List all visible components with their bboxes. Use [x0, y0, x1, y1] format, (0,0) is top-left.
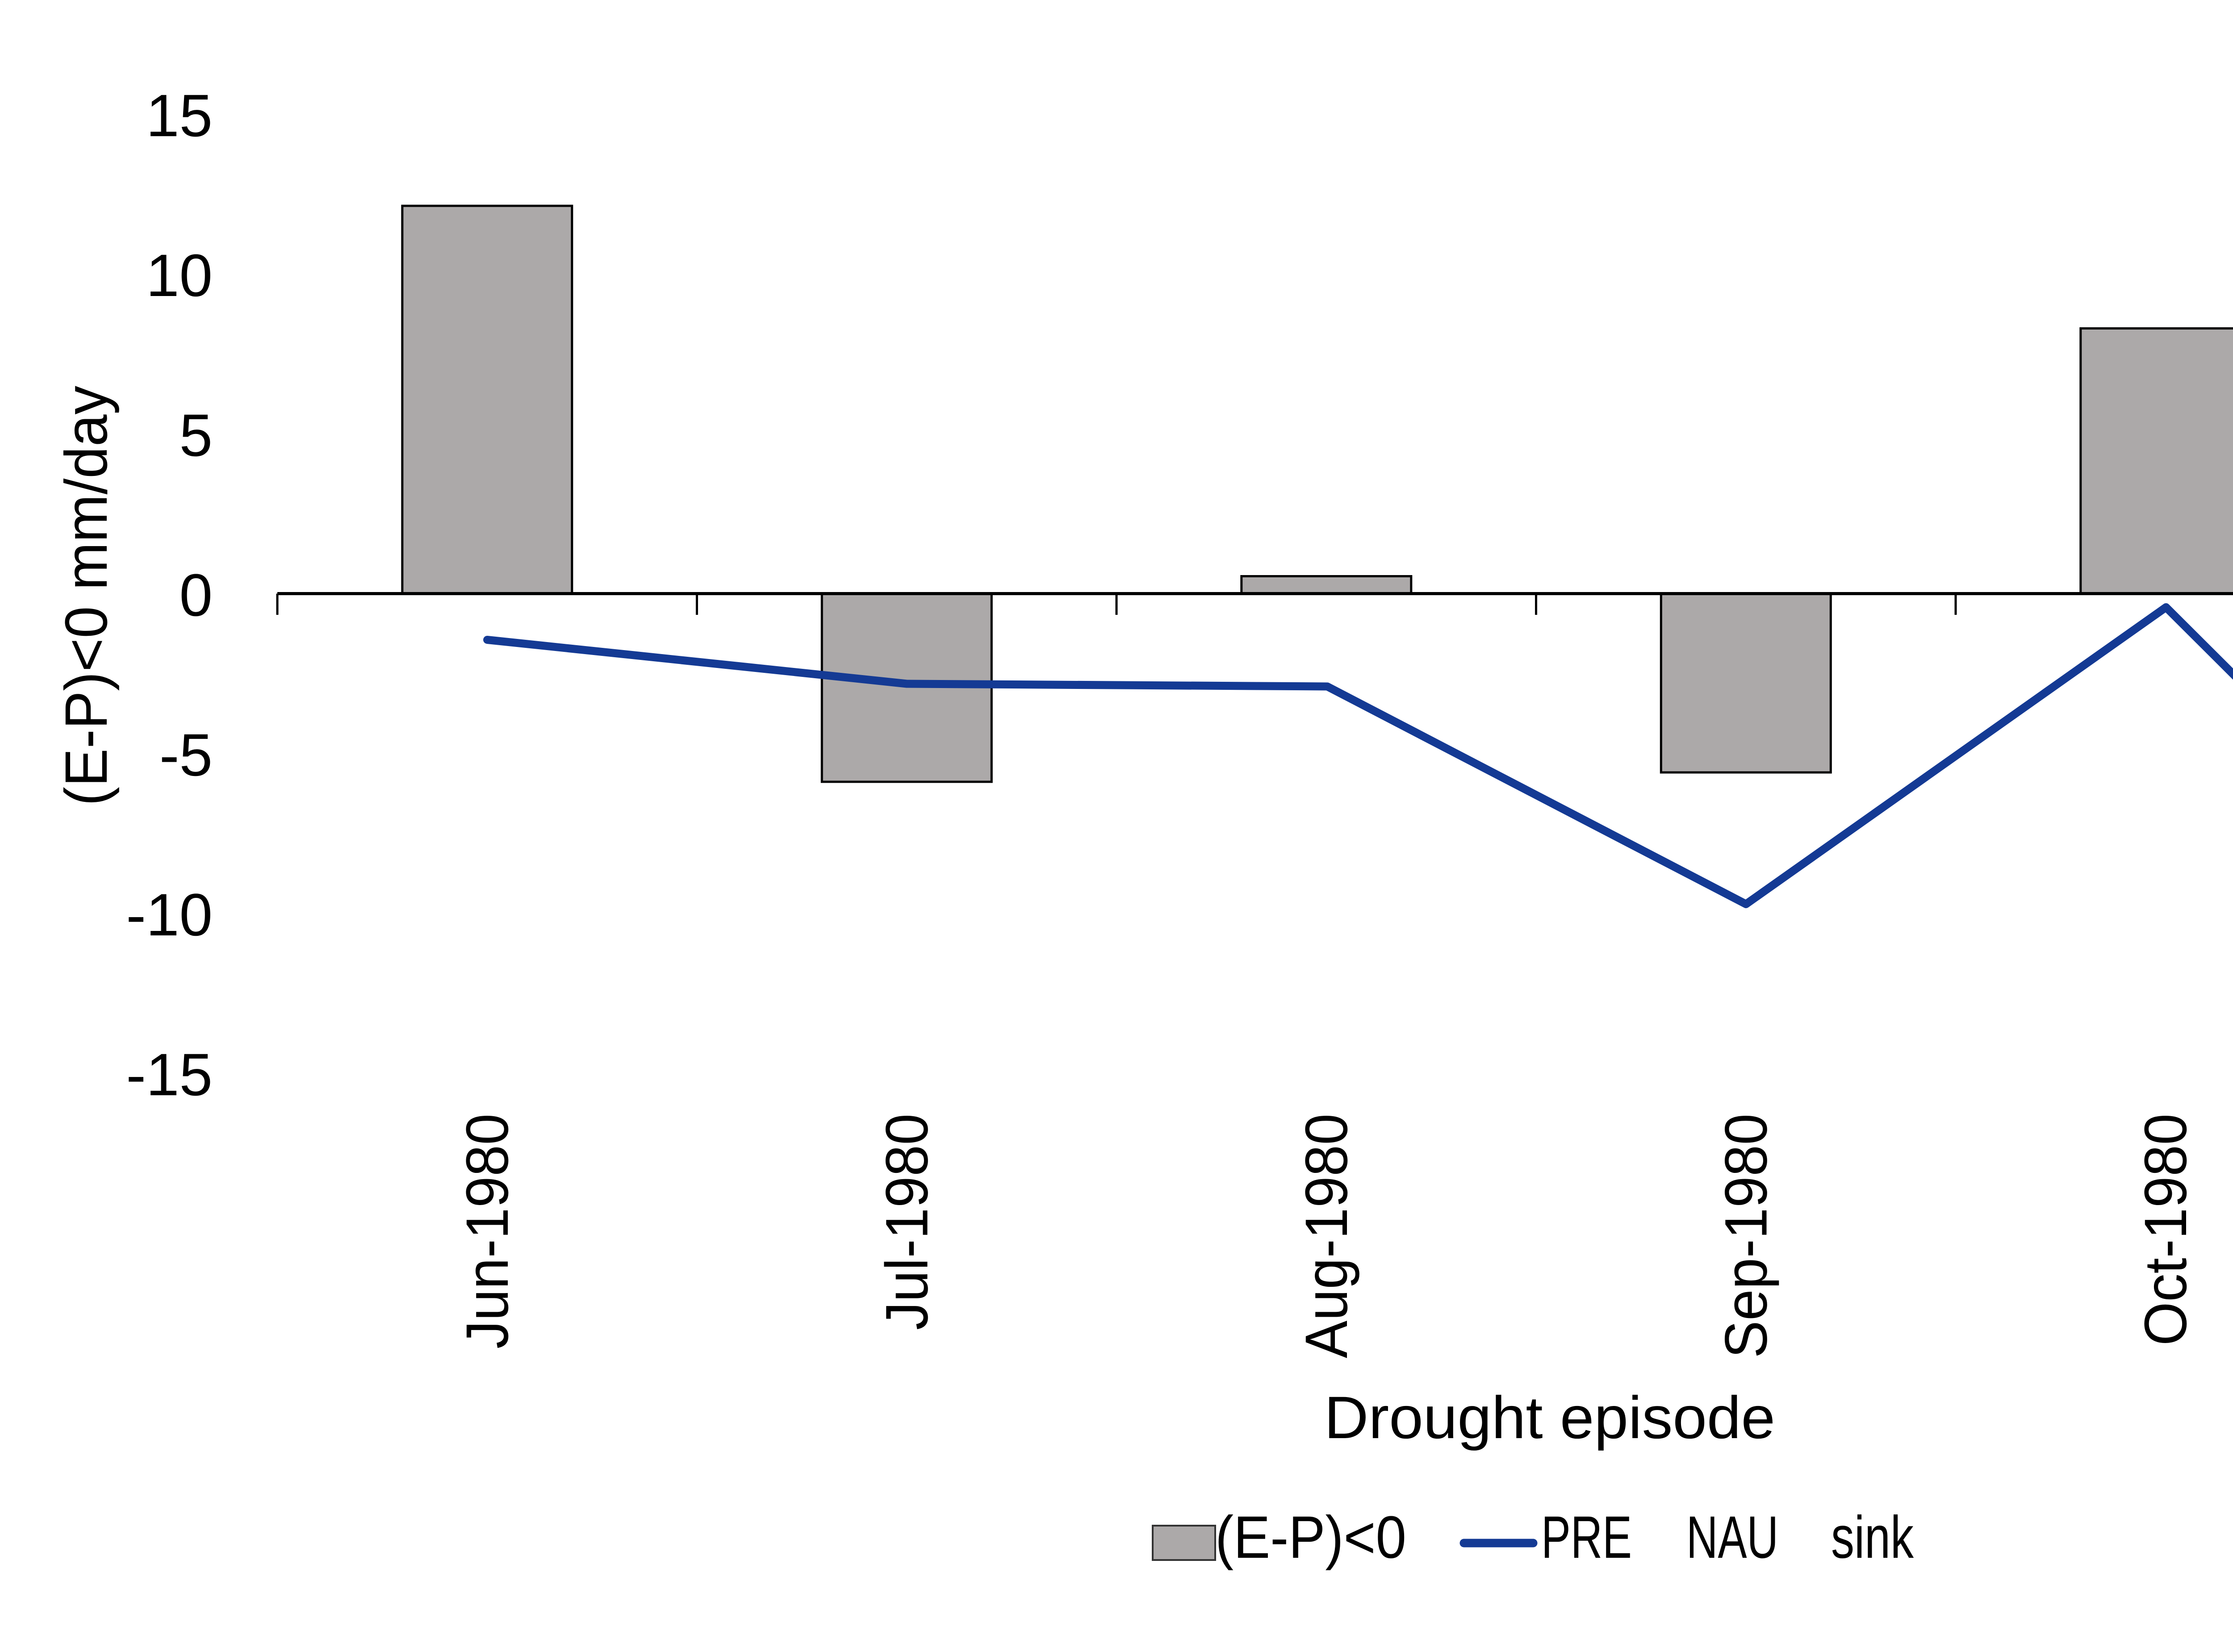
svg-text:Sep-1980: Sep-1980	[1713, 1114, 1780, 1358]
svg-text:Oct-1980: Oct-1980	[2133, 1114, 2199, 1346]
svg-text:Drought episode: Drought episode	[1324, 1385, 1775, 1451]
svg-text:-5: -5	[159, 722, 213, 788]
svg-text:Jul-1980: Jul-1980	[874, 1114, 941, 1330]
svg-text:(E-P)<0 mm/day: (E-P)<0 mm/day	[53, 386, 120, 806]
svg-text:(E-P)<0: (E-P)<0	[1215, 1504, 1406, 1571]
svg-text:10: 10	[146, 242, 213, 309]
svg-text:0: 0	[179, 562, 213, 629]
svg-text:PRE: PRE	[1541, 1504, 1632, 1571]
svg-text:sink: sink	[1831, 1504, 1914, 1571]
svg-text:Jun-1980: Jun-1980	[454, 1114, 521, 1349]
svg-text:Aug-1980: Aug-1980	[1293, 1114, 1360, 1358]
svg-text:NAU: NAU	[1686, 1504, 1778, 1571]
svg-text:5: 5	[179, 402, 213, 469]
svg-text:-15: -15	[126, 1042, 213, 1108]
svg-text:15: 15	[146, 83, 213, 149]
svg-text:-10: -10	[126, 882, 213, 948]
